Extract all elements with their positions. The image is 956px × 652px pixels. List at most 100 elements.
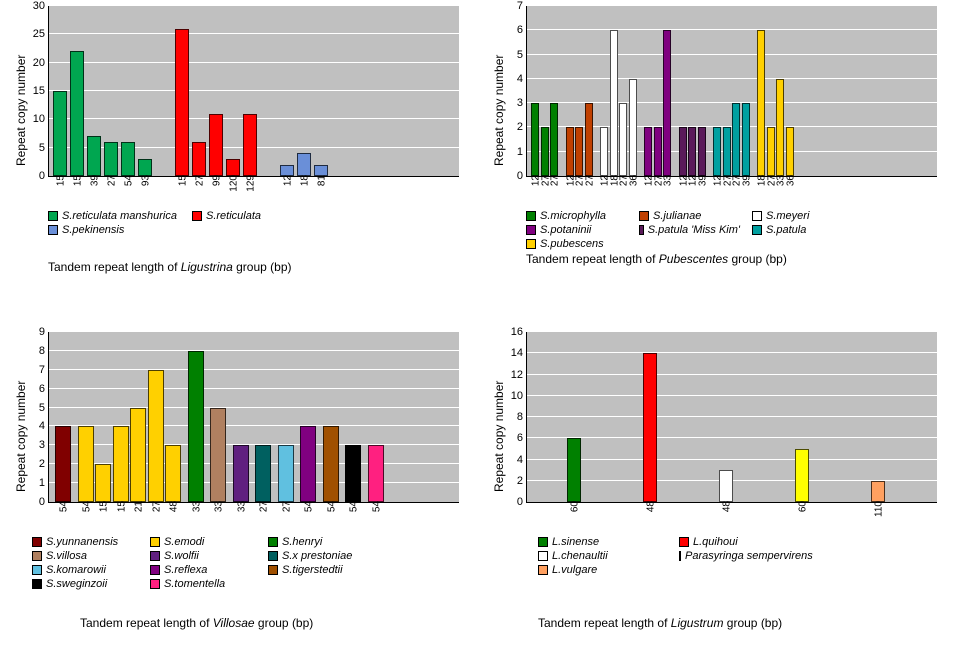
legend-swatch [32, 565, 42, 575]
y-tick-label: 0 [39, 170, 49, 182]
legend-item: L.quihoui [679, 536, 808, 548]
legend-label: S.x prestoniae [282, 550, 352, 562]
legend-label: S.emodi [164, 536, 204, 548]
legend-swatch [32, 537, 42, 547]
bar: 15 [95, 464, 111, 502]
legend-swatch [526, 239, 536, 249]
legend: L.sinenseL.quihouiL.chenaultiiParasyring… [538, 536, 938, 576]
legend-swatch [538, 551, 548, 561]
legend-swatch [268, 537, 278, 547]
legend-label: S.potaninii [540, 224, 591, 236]
bar: 33 [210, 408, 226, 502]
plot-area: 0510152025301515392754931527991201291218… [48, 6, 459, 177]
x-tick-label: 129 [244, 175, 257, 192]
legend-item: S.pubescens [526, 238, 627, 250]
series-group: 121881 [280, 6, 331, 176]
bar: 27 [767, 127, 775, 176]
legend-label: S.villosa [46, 550, 87, 562]
legend-label: L.quihoui [693, 536, 738, 548]
x-axis-caption: Tandem repeat length of Villosae group (… [80, 616, 313, 630]
x-tick-label: 54 [324, 501, 337, 512]
y-tick-label: 8 [39, 345, 49, 357]
bar: 39 [87, 136, 101, 176]
x-tick-label: 15 [54, 175, 67, 186]
series-group: 122733 [644, 6, 673, 176]
x-axis-caption: Tandem repeat length of Ligustrina group… [48, 260, 292, 274]
bar: 33 [776, 79, 784, 176]
legend-label: S.wolfii [164, 550, 199, 562]
x-tick-label: 54 [57, 501, 70, 512]
series-group: 121239 [679, 6, 708, 176]
legend-item: Parasyringa sempervirens [679, 550, 808, 562]
bar: 18 [757, 30, 765, 176]
x-tick-label: 60 [796, 501, 809, 512]
bar: 60 [567, 438, 581, 502]
x-tick-label: 27 [548, 175, 561, 186]
legend-swatch [679, 551, 681, 561]
y-tick-label: 14 [511, 347, 527, 359]
x-tick-label: 33 [661, 175, 674, 186]
panel-ligustrum: Repeat copy number0246810121416604848601… [478, 326, 956, 652]
series-group: 541515212748 [78, 332, 183, 502]
legend-item: S.x prestoniae [268, 550, 374, 562]
series-group: 54 [368, 332, 386, 502]
series-group: 12272739 [713, 6, 751, 176]
legend-swatch [538, 537, 548, 547]
plot-area: 024681012141660484860110 [526, 332, 937, 503]
bar: 81 [314, 165, 328, 176]
legend-item: S.wolfii [150, 550, 256, 562]
legend-swatch [150, 579, 160, 589]
legend-label: S.patula [766, 224, 806, 236]
legend-label: S.patula 'Miss Kim' [648, 224, 740, 236]
legend-label: S.komarowii [46, 564, 106, 576]
x-tick-label: 27 [257, 501, 270, 512]
legend-item: S.reticulata manshurica [48, 210, 180, 222]
y-axis-label: Repeat copy number [14, 55, 28, 166]
plot-area: 0123456789545415152127483333332727545454… [48, 332, 459, 503]
y-tick-label: 7 [517, 0, 527, 12]
y-tick-label: 4 [517, 454, 527, 466]
y-tick-label: 20 [33, 57, 49, 69]
bar: 27 [575, 127, 583, 176]
x-tick-label: 110 [872, 501, 885, 517]
legend-item: S.julianae [639, 210, 740, 222]
series-group: 12182736 [600, 6, 638, 176]
legend-swatch [268, 565, 278, 575]
x-tick-label: 54 [122, 175, 135, 186]
series-group: 18273336 [757, 6, 795, 176]
y-tick-label: 4 [517, 73, 527, 85]
x-tick-label: 39 [695, 175, 708, 186]
bar: 60 [795, 449, 809, 502]
y-tick-label: 2 [517, 475, 527, 487]
legend-swatch [150, 537, 160, 547]
x-tick-label: 93 [139, 175, 152, 186]
bar: 48 [643, 353, 657, 502]
series-group: 54 [300, 332, 318, 502]
y-tick-label: 1 [39, 477, 49, 489]
bar: 54 [345, 445, 361, 502]
legend-label: S.sweginzoii [46, 578, 107, 590]
x-tick-label: 33 [212, 501, 225, 512]
legend-label: S.tomentella [164, 578, 225, 590]
panel-ligustrina: Repeat copy number0510152025301515392754… [0, 0, 478, 326]
legend-label: L.vulgare [552, 564, 597, 576]
series-group: 110 [871, 332, 887, 502]
y-tick-label: 1 [517, 146, 527, 158]
legend-label: S.pubescens [540, 238, 604, 250]
panel-pubescentes: Repeat copy number0123456712272712272712… [478, 0, 956, 326]
series-group: 33 [188, 332, 206, 502]
legend-item: S.henryi [268, 536, 374, 548]
legend-item: S.tigerstedtii [268, 564, 374, 576]
x-tick-label: 27 [582, 175, 595, 186]
x-tick-label: 15 [114, 501, 127, 512]
bar: 27 [585, 103, 593, 176]
bar: 39 [698, 127, 706, 176]
legend-item: S.microphylla [526, 210, 627, 222]
legend-item: L.chenaultii [538, 550, 667, 562]
bar: 27 [654, 127, 662, 176]
x-tick-label: 39 [88, 175, 101, 186]
panel-villosae: Repeat copy number0123456789545415152127… [0, 326, 478, 652]
bar: 12 [713, 127, 721, 176]
x-tick-label: 36 [626, 175, 639, 186]
bar: 15 [53, 91, 67, 176]
